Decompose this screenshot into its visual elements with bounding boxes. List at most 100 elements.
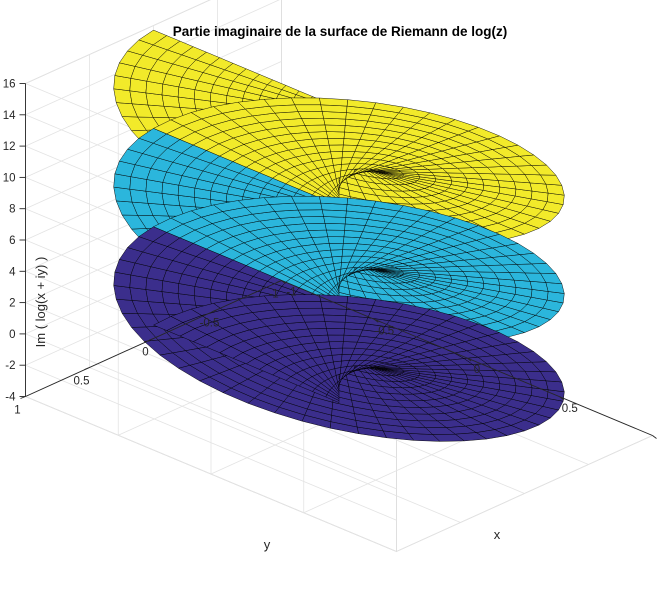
wall-grid-line [25, 396, 397, 552]
x-tick-mark [466, 357, 472, 362]
y-tick-mark [276, 280, 282, 283]
surface-patch [311, 138, 330, 147]
surface-patch [294, 104, 323, 112]
x-tick-mark [652, 435, 657, 439]
surface-patch [304, 223, 327, 231]
surface-patch [311, 334, 330, 343]
surface-patch [343, 334, 361, 343]
surface-patch [333, 262, 342, 271]
surface-patch [319, 97, 348, 107]
x-tick-mark [559, 396, 565, 401]
surface-patch [327, 236, 345, 244]
surface-patch [326, 229, 345, 238]
surface-patch [297, 209, 324, 218]
z-tick-label: 8 [9, 204, 15, 216]
chart-title: Partie imaginaire de la surface de Riema… [173, 24, 508, 39]
surface-patch [311, 236, 330, 245]
z-tick-label: 14 [3, 110, 16, 122]
surface-patch [301, 117, 326, 126]
wall-grid-line [25, 364, 397, 521]
surface-patch [301, 314, 326, 323]
surface-patch [343, 138, 361, 146]
y-tick-label: 0 [142, 347, 148, 359]
surface-patch [291, 97, 322, 106]
surface-patch [324, 124, 346, 133]
surface-patch [263, 97, 296, 107]
surface-patch [519, 351, 547, 363]
surface-patch [327, 334, 345, 343]
surface-patch [328, 341, 344, 349]
surface-patch [294, 301, 323, 309]
surface-patch [291, 195, 322, 204]
surface-patch [323, 216, 347, 225]
floor-grid-line [89, 367, 461, 523]
surface-patch [323, 314, 347, 323]
x-tick-mark [373, 318, 379, 323]
surface-patch [519, 253, 547, 265]
y-tick-label: 1 [14, 405, 20, 417]
surface-patch [301, 216, 326, 224]
x-tick-mark [281, 280, 286, 284]
surface-patch [326, 131, 345, 139]
x-axis-label: x [494, 527, 501, 542]
surface-patch [308, 328, 329, 337]
wall-grid-line [25, 0, 211, 84]
surface-patch [331, 157, 343, 166]
surface-patch [333, 360, 342, 369]
surface-patch [113, 285, 133, 301]
z-tick-label: 2 [9, 298, 15, 310]
x-tick-label: 0 [474, 364, 480, 376]
surface-patch [263, 195, 296, 205]
z-tick-label: 10 [3, 172, 16, 184]
surface-patch [331, 354, 343, 363]
y-tick-label: -1 [268, 289, 278, 301]
y-tick-label: -0.5 [200, 318, 220, 330]
x-tick-label: 0.5 [562, 403, 578, 415]
surface-patch [324, 321, 346, 329]
surface-patch [331, 255, 343, 264]
surface-patch [333, 164, 342, 173]
y-tick-mark [212, 309, 218, 312]
y-tick-mark [84, 367, 90, 370]
surface-patch [304, 124, 327, 133]
surface-patch [319, 294, 348, 304]
surface-patch [113, 88, 133, 105]
y-axis-label: y [264, 537, 271, 552]
surface-patch [319, 196, 348, 205]
y-tick-mark [148, 338, 154, 341]
surface-patch [294, 202, 323, 211]
z-tick-label: 6 [9, 235, 15, 247]
surface-patch [330, 347, 343, 356]
z-tick-label: 16 [3, 79, 16, 91]
y-tick-label: 0.5 [74, 376, 90, 388]
z-tick-label: -2 [5, 360, 15, 372]
surface-patch [308, 131, 329, 140]
surface-patch [308, 229, 329, 238]
surface-patch [519, 154, 547, 166]
surface-patch [330, 151, 343, 159]
surface-patch [328, 144, 344, 153]
z-axis-label: Im ( log(x + iy) ) [33, 257, 48, 348]
riemann-surface [113, 29, 565, 442]
surface-patch [297, 307, 324, 316]
surface-patch [327, 138, 345, 146]
z-tick-label: 0 [9, 329, 15, 341]
z-tick-label: -4 [5, 392, 16, 404]
surface-patch [328, 243, 344, 251]
surface-patch [343, 236, 361, 245]
surface-patch [297, 111, 324, 119]
z-tick-label: 12 [3, 141, 16, 153]
x-tick-label: -0.5 [374, 325, 394, 337]
surface-patch [304, 321, 327, 330]
surface-patch [330, 249, 343, 258]
z-tick-label: 4 [9, 266, 16, 278]
surface-patch [324, 223, 346, 231]
x-tick-label: -1 [286, 287, 296, 299]
surface-patch [326, 328, 345, 336]
surface-patch [323, 117, 347, 126]
floor-grid-line [396, 435, 653, 552]
wall-grid-line [25, 333, 397, 490]
